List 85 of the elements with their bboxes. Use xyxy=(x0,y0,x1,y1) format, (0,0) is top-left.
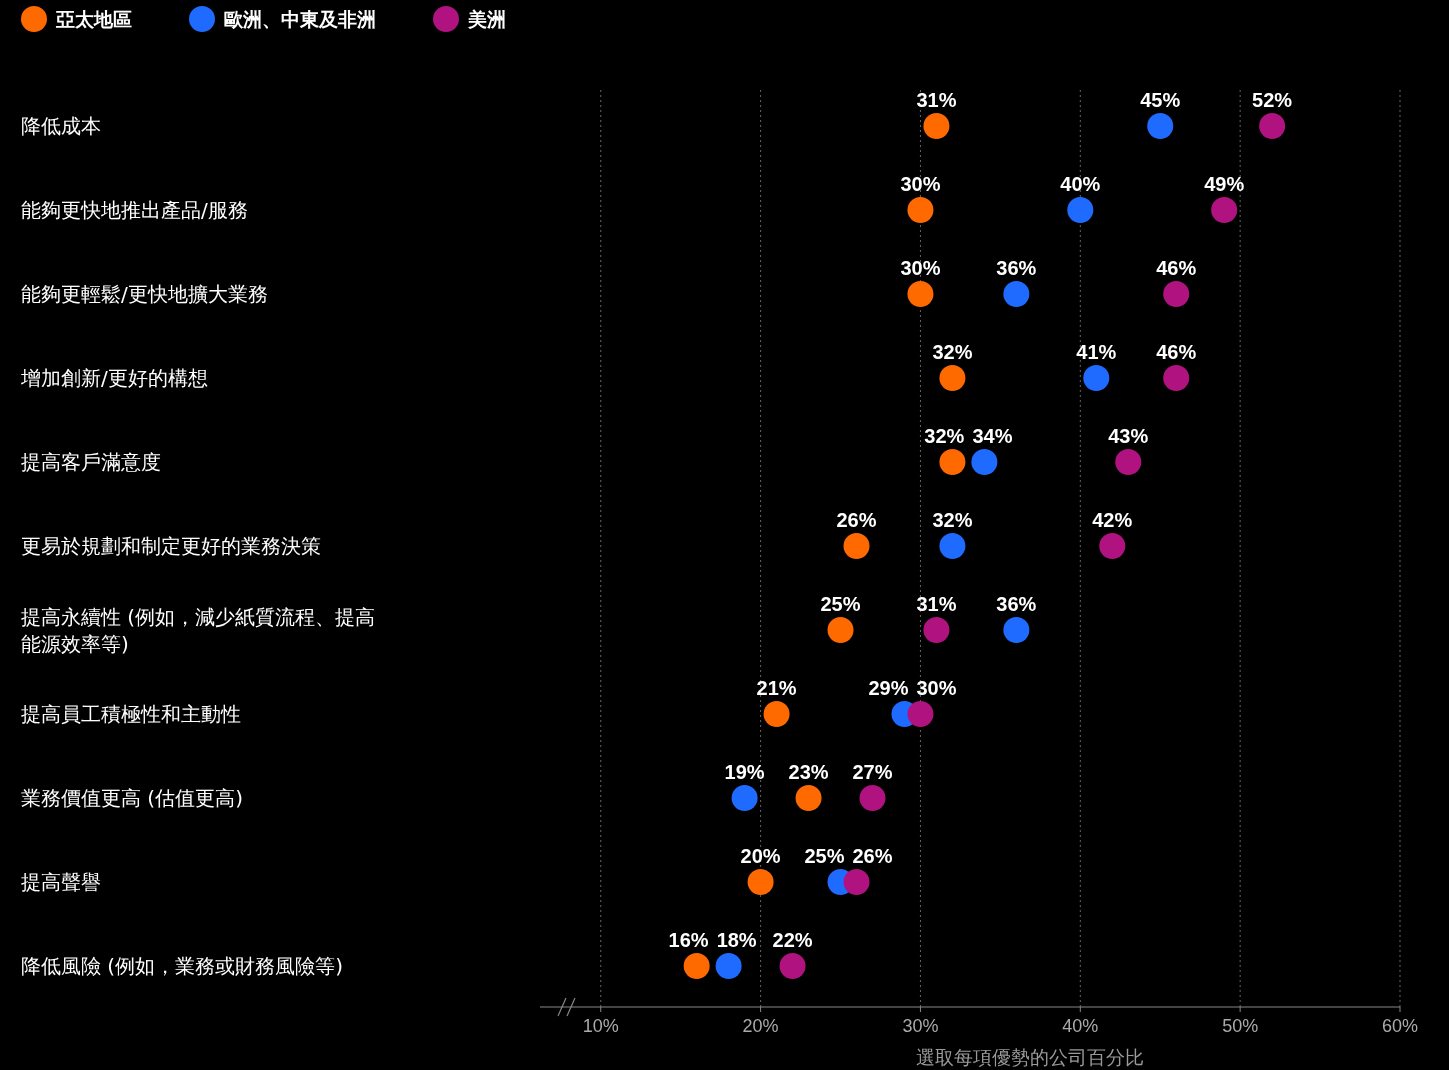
data-label: 31% xyxy=(916,593,957,615)
point xyxy=(747,869,774,895)
data-label: 25% xyxy=(820,593,861,615)
data-label: 30% xyxy=(916,677,957,699)
point xyxy=(715,953,742,979)
point xyxy=(1163,281,1190,307)
point xyxy=(1259,113,1286,139)
data-label: 18% xyxy=(716,929,757,951)
point xyxy=(843,533,870,559)
y-tick-label: 能夠更輕鬆/更快地擴大業務 xyxy=(21,282,268,306)
data-label: 52% xyxy=(1252,89,1293,111)
data-label: 27% xyxy=(852,761,893,783)
y-tick-label: 降低成本 xyxy=(21,114,101,138)
y-tick-label: 增加創新/更好的構想 xyxy=(20,366,208,390)
y-tick-label: 降低風險 (例如，業務或財務風險等) xyxy=(21,954,343,978)
point xyxy=(1067,197,1094,223)
point xyxy=(1099,533,1126,559)
data-label: 31% xyxy=(916,89,957,111)
data-label: 20% xyxy=(740,845,781,867)
point xyxy=(683,953,710,979)
x-tick-label: 40% xyxy=(1062,1016,1099,1036)
x-tick-label: 60% xyxy=(1381,1016,1419,1036)
legend-label: 歐洲、中東及非洲 xyxy=(224,8,376,30)
y-tick-label: 提高員工積極性和主動性 xyxy=(21,702,241,726)
data-label: 25% xyxy=(804,845,845,867)
point xyxy=(923,113,950,139)
data-label: 30% xyxy=(900,257,941,279)
point xyxy=(939,533,966,559)
y-tick-label: 業務價值更高 (估值更高) xyxy=(21,786,243,810)
point xyxy=(971,449,998,475)
data-label: 16% xyxy=(668,929,709,951)
y-tick-label: 能夠更快地推出產品/服務 xyxy=(21,198,248,222)
point xyxy=(1211,197,1238,223)
point xyxy=(1115,449,1142,475)
point xyxy=(1003,617,1030,643)
data-label: 19% xyxy=(724,761,765,783)
point xyxy=(1083,365,1110,391)
data-label: 29% xyxy=(868,677,909,699)
x-tick-label: 30% xyxy=(902,1016,939,1036)
data-label: 23% xyxy=(788,761,829,783)
point xyxy=(859,785,886,811)
point xyxy=(763,701,790,727)
data-label: 32% xyxy=(932,341,973,363)
point xyxy=(923,617,950,643)
data-label: 30% xyxy=(900,173,941,195)
y-tick-label: 提高聲譽 xyxy=(21,870,101,894)
data-label: 26% xyxy=(852,845,893,867)
data-label: 46% xyxy=(1156,341,1197,363)
data-label: 36% xyxy=(996,257,1037,279)
data-label: 21% xyxy=(756,677,797,699)
point xyxy=(843,869,870,895)
x-tick-label: 50% xyxy=(1222,1016,1259,1036)
point xyxy=(939,449,966,475)
x-axis-title: 選取每項優勢的公司百分比 xyxy=(916,1046,1144,1068)
point xyxy=(779,953,806,979)
legend-label: 美洲 xyxy=(467,8,506,30)
data-label: 49% xyxy=(1204,173,1245,195)
x-tick-label: 20% xyxy=(742,1016,779,1036)
point xyxy=(907,281,934,307)
point xyxy=(1163,365,1190,391)
data-label: 32% xyxy=(932,509,973,531)
point xyxy=(1147,113,1174,139)
point xyxy=(731,785,758,811)
data-label: 22% xyxy=(772,929,813,951)
data-label: 41% xyxy=(1076,341,1117,363)
data-label: 36% xyxy=(996,593,1037,615)
data-label: 45% xyxy=(1140,89,1181,111)
data-label: 34% xyxy=(972,425,1013,447)
data-label: 26% xyxy=(836,509,877,531)
legend-label: 亞太地區 xyxy=(55,8,132,30)
y-tick-label: 更易於規劃和制定更好的業務決策 xyxy=(21,534,321,558)
data-label: 42% xyxy=(1092,509,1133,531)
data-label: 40% xyxy=(1060,173,1101,195)
point xyxy=(1003,281,1030,307)
point xyxy=(907,197,934,223)
x-tick-label: 10% xyxy=(582,1016,619,1036)
data-label: 46% xyxy=(1156,257,1197,279)
point xyxy=(795,785,822,811)
point xyxy=(939,365,966,391)
data-label: 43% xyxy=(1108,425,1149,447)
point xyxy=(827,617,854,643)
data-label: 32% xyxy=(924,425,965,447)
point xyxy=(907,701,934,727)
y-tick-label: 提高永續性 (例如，減少紙質流程、提高能源效率等) xyxy=(21,604,376,656)
y-tick-label: 提高客戶滿意度 xyxy=(21,450,161,474)
